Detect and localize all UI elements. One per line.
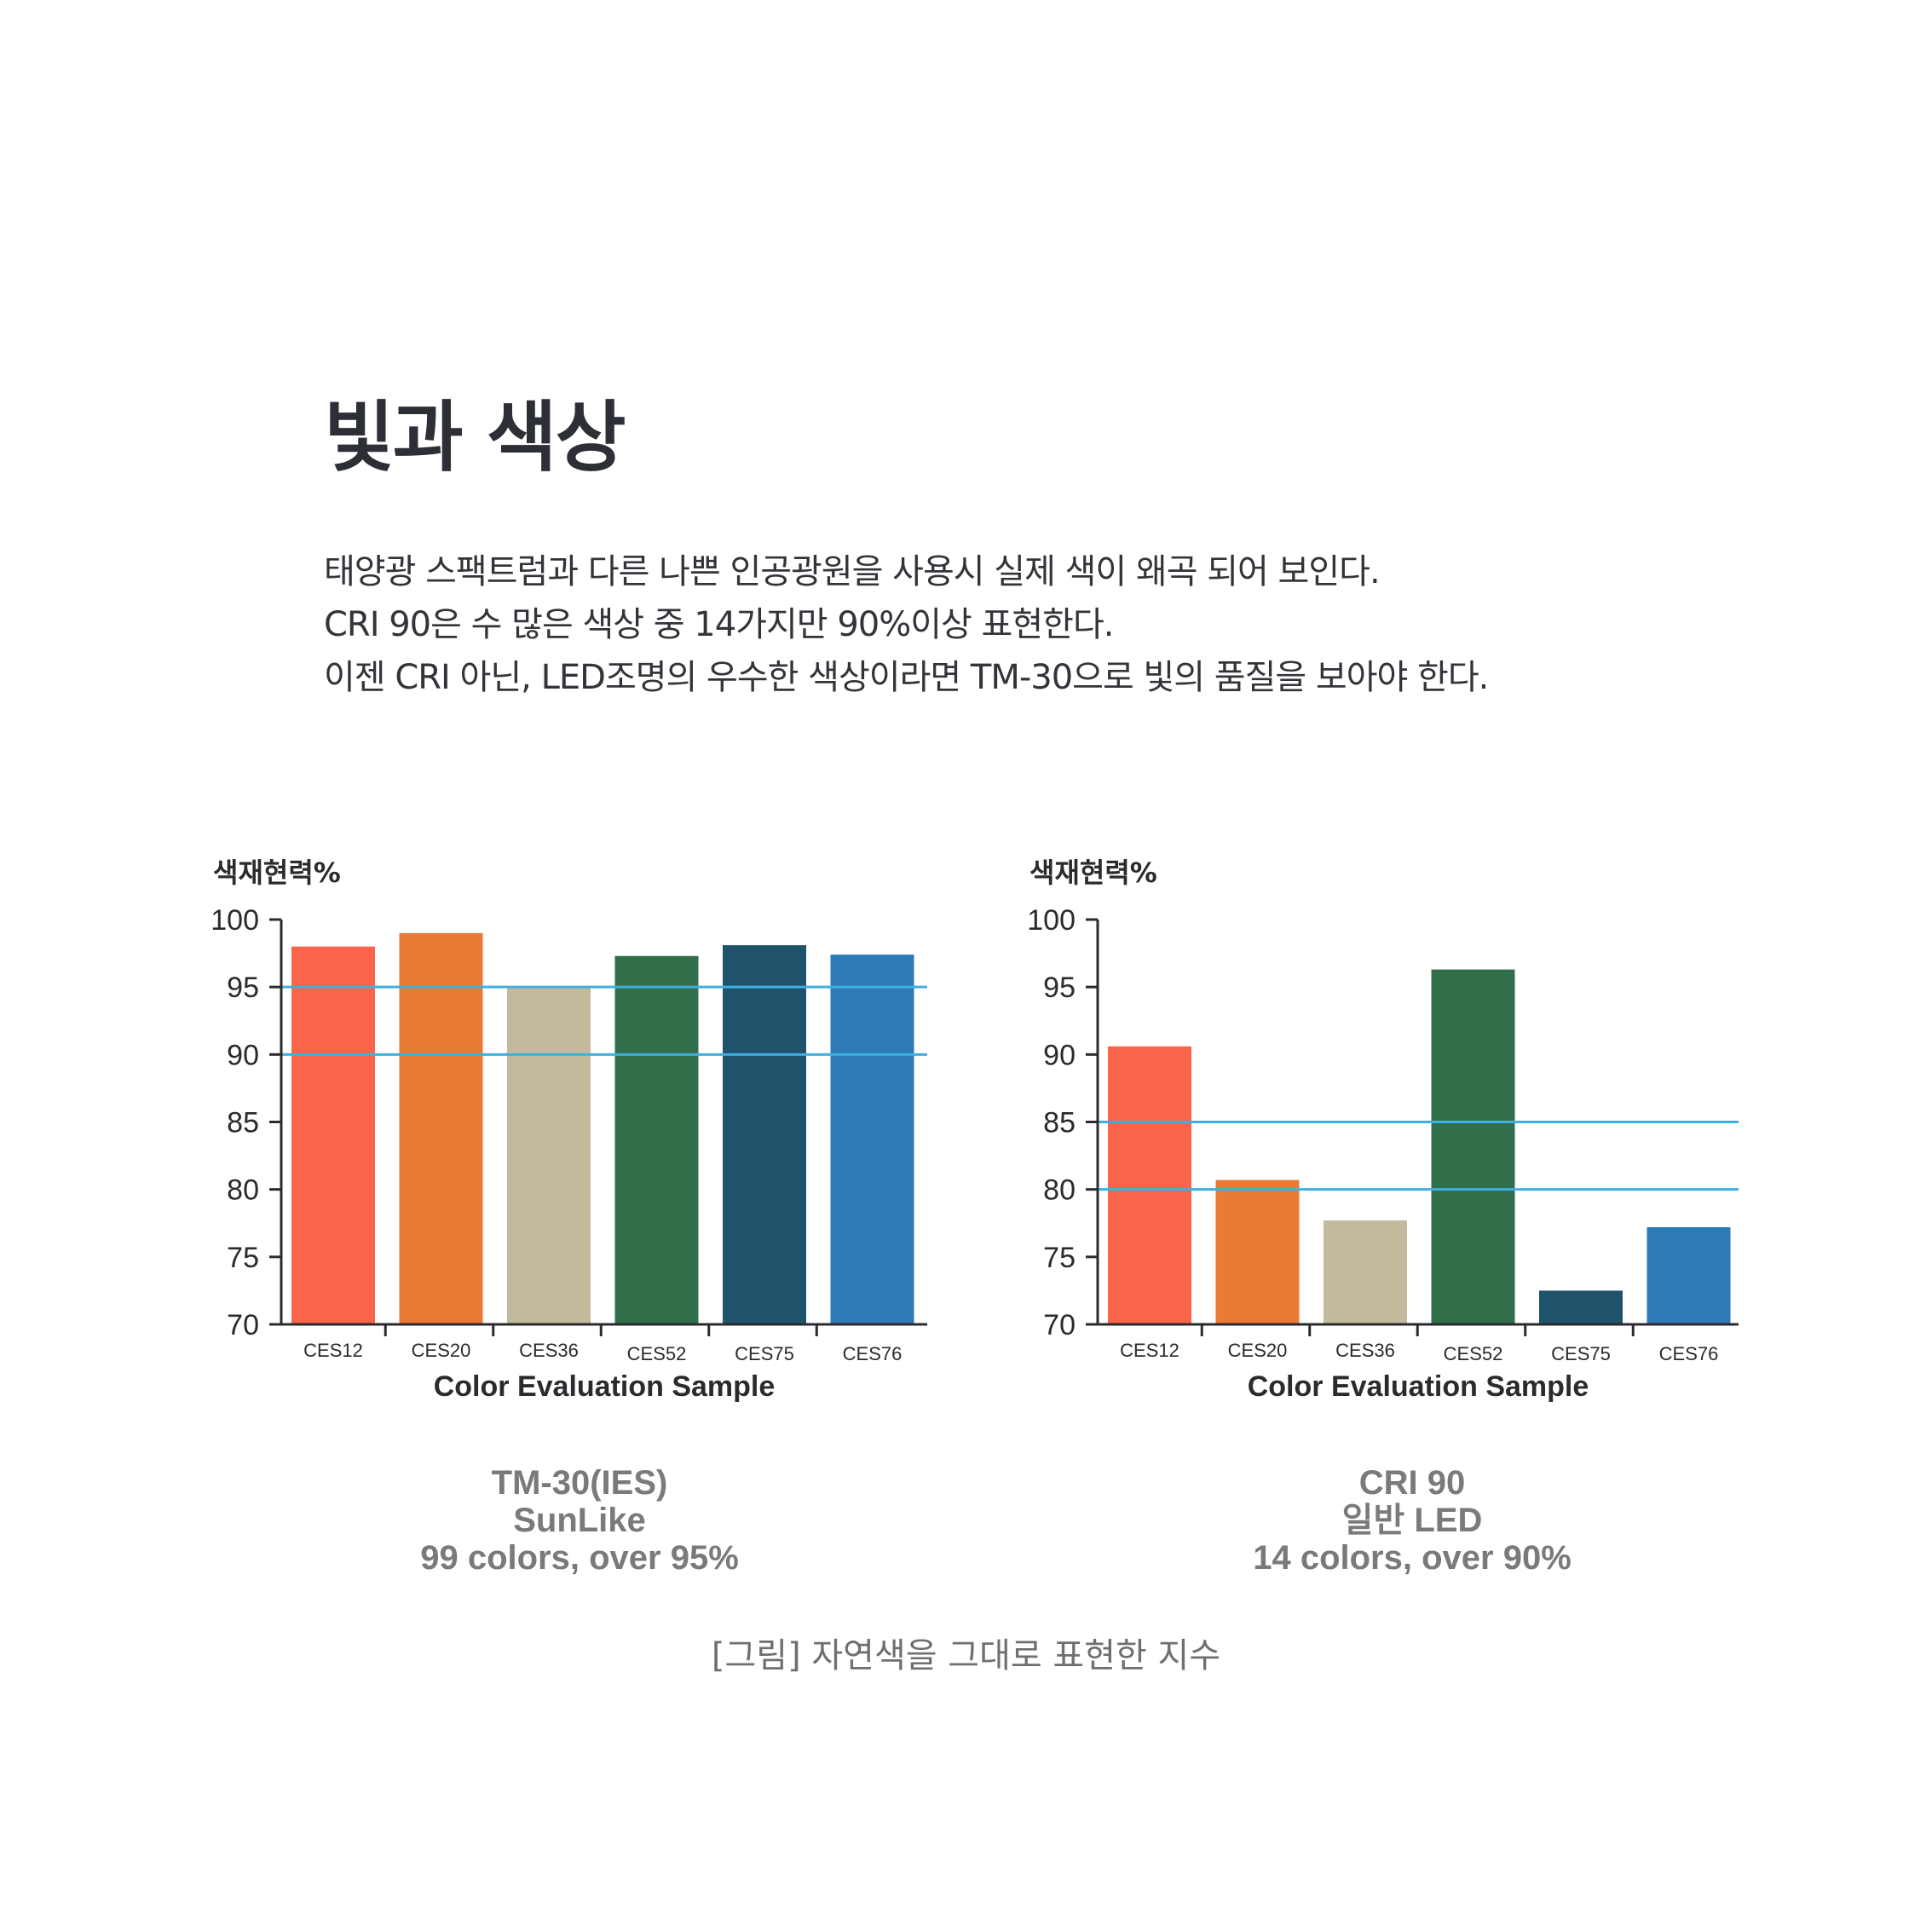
chart-right-caption-line-3: 14 colors, over 90%: [1253, 1539, 1572, 1577]
chart-right-xtick-label-ces12: CES12: [1120, 1340, 1179, 1361]
chart-left-xtick-label-ces36: CES36: [519, 1340, 579, 1361]
chart-left-bar-ces12: [291, 946, 375, 1324]
chart-left-caption: TM-30(IES) SunLike 99 colors, over 95%: [196, 1464, 963, 1577]
chart-right-caption-line-1: CRI 90: [1358, 1464, 1466, 1502]
chart-right-ytick-label-100: 100: [1027, 904, 1076, 937]
chart-right-bar-ces75: [1539, 1290, 1623, 1324]
description-line-1: 태양광 스팩트럼과 다른 나쁜 인공광원을 사용시 실제 색이 왜곡 되어 보인…: [324, 552, 1381, 591]
chart-right-xtick-label-ces76: CES76: [1659, 1343, 1719, 1364]
description-line-3: 이젠 CRI 아닌, LED조명의 우수한 색상이라면 TM-30으로 빛의 품…: [324, 658, 1489, 697]
chart-left-ytick-label-80: 80: [227, 1174, 259, 1207]
chart-left-xtick-label-ces76: CES76: [843, 1343, 903, 1364]
chart-right-ytick-label-80: 80: [1043, 1174, 1076, 1207]
chart-right-xtick-label-ces20: CES20: [1228, 1340, 1288, 1361]
chart-left-bar-ces75: [723, 945, 806, 1324]
chart-right-bar-ces20: [1215, 1179, 1300, 1324]
chart-left-caption-line-3: 99 colors, over 95%: [420, 1539, 739, 1577]
chart-right-bar-ces36: [1324, 1220, 1407, 1324]
chart-right-ytick-label-85: 85: [1043, 1107, 1076, 1139]
description-line-2: CRI 90은 수 많은 색상 중 14가지만 90%이상 표현한다.: [324, 605, 1114, 644]
chart-right-caption-line-2: 일반 LED: [1341, 1502, 1483, 1539]
chart-right-caption: CRI 90 일반 LED 14 colors, over 90%: [1029, 1464, 1796, 1577]
chart-right-ylabel: 색재현력%: [1029, 856, 1157, 889]
chart-right-bar-ces12: [1108, 1046, 1191, 1324]
chart-right-xtick-label-ces75: CES75: [1551, 1343, 1611, 1364]
chart-left-xtick-label-ces12: CES12: [303, 1340, 363, 1361]
chart-left-ytick-label-85: 85: [227, 1107, 259, 1139]
chart-left-ytick-label-95: 95: [227, 972, 259, 1004]
chart-right-ytick-label-90: 90: [1043, 1039, 1076, 1071]
chart-left-ytick-label-100: 100: [211, 904, 259, 937]
chart-left-bar-ces36: [507, 987, 591, 1324]
chart-right-ytick-label-70: 70: [1043, 1309, 1076, 1341]
chart-left-xlabel: Color Evaluation Sample: [434, 1370, 776, 1403]
chart-right-ytick-label-75: 75: [1043, 1242, 1076, 1274]
chart-left-bar-ces20: [399, 932, 483, 1324]
figure-caption: [그림] 자연색을 그대로 표현한 지수: [711, 1636, 1221, 1675]
chart-left-ytick-label-75: 75: [227, 1242, 259, 1274]
chart-right-ytick-label-95: 95: [1043, 972, 1076, 1004]
chart-left-caption-line-2: SunLike: [513, 1502, 646, 1539]
page-title: 빛과 색상: [324, 393, 626, 482]
chart-left-bar-ces76: [830, 954, 914, 1324]
chart-left-bar-ces52: [614, 955, 699, 1324]
chart-left-ytick-label-90: 90: [227, 1039, 259, 1071]
chart-right-xtick-label-ces52: CES52: [1444, 1343, 1503, 1364]
chart-right-xlabel: Color Evaluation Sample: [1248, 1370, 1589, 1403]
description: 태양광 스팩트럼과 다른 나쁜 인공광원을 사용시 실제 색이 왜곡 되어 보인…: [324, 545, 1489, 704]
chart-left-caption-line-1: TM-30(IES): [491, 1464, 668, 1502]
chart-right-bar-ces52: [1431, 969, 1515, 1324]
chart-left-ytick-label-70: 70: [227, 1309, 259, 1341]
chart-left-xtick-label-ces75: CES75: [735, 1343, 794, 1364]
chart-right-xtick-label-ces36: CES36: [1335, 1340, 1395, 1361]
chart-left-xtick-label-ces52: CES52: [627, 1343, 687, 1364]
chart-left-ylabel: 색재현력%: [213, 856, 341, 889]
chart-left-xtick-label-ces20: CES20: [412, 1340, 471, 1361]
chart-right-bar-ces76: [1647, 1227, 1731, 1324]
